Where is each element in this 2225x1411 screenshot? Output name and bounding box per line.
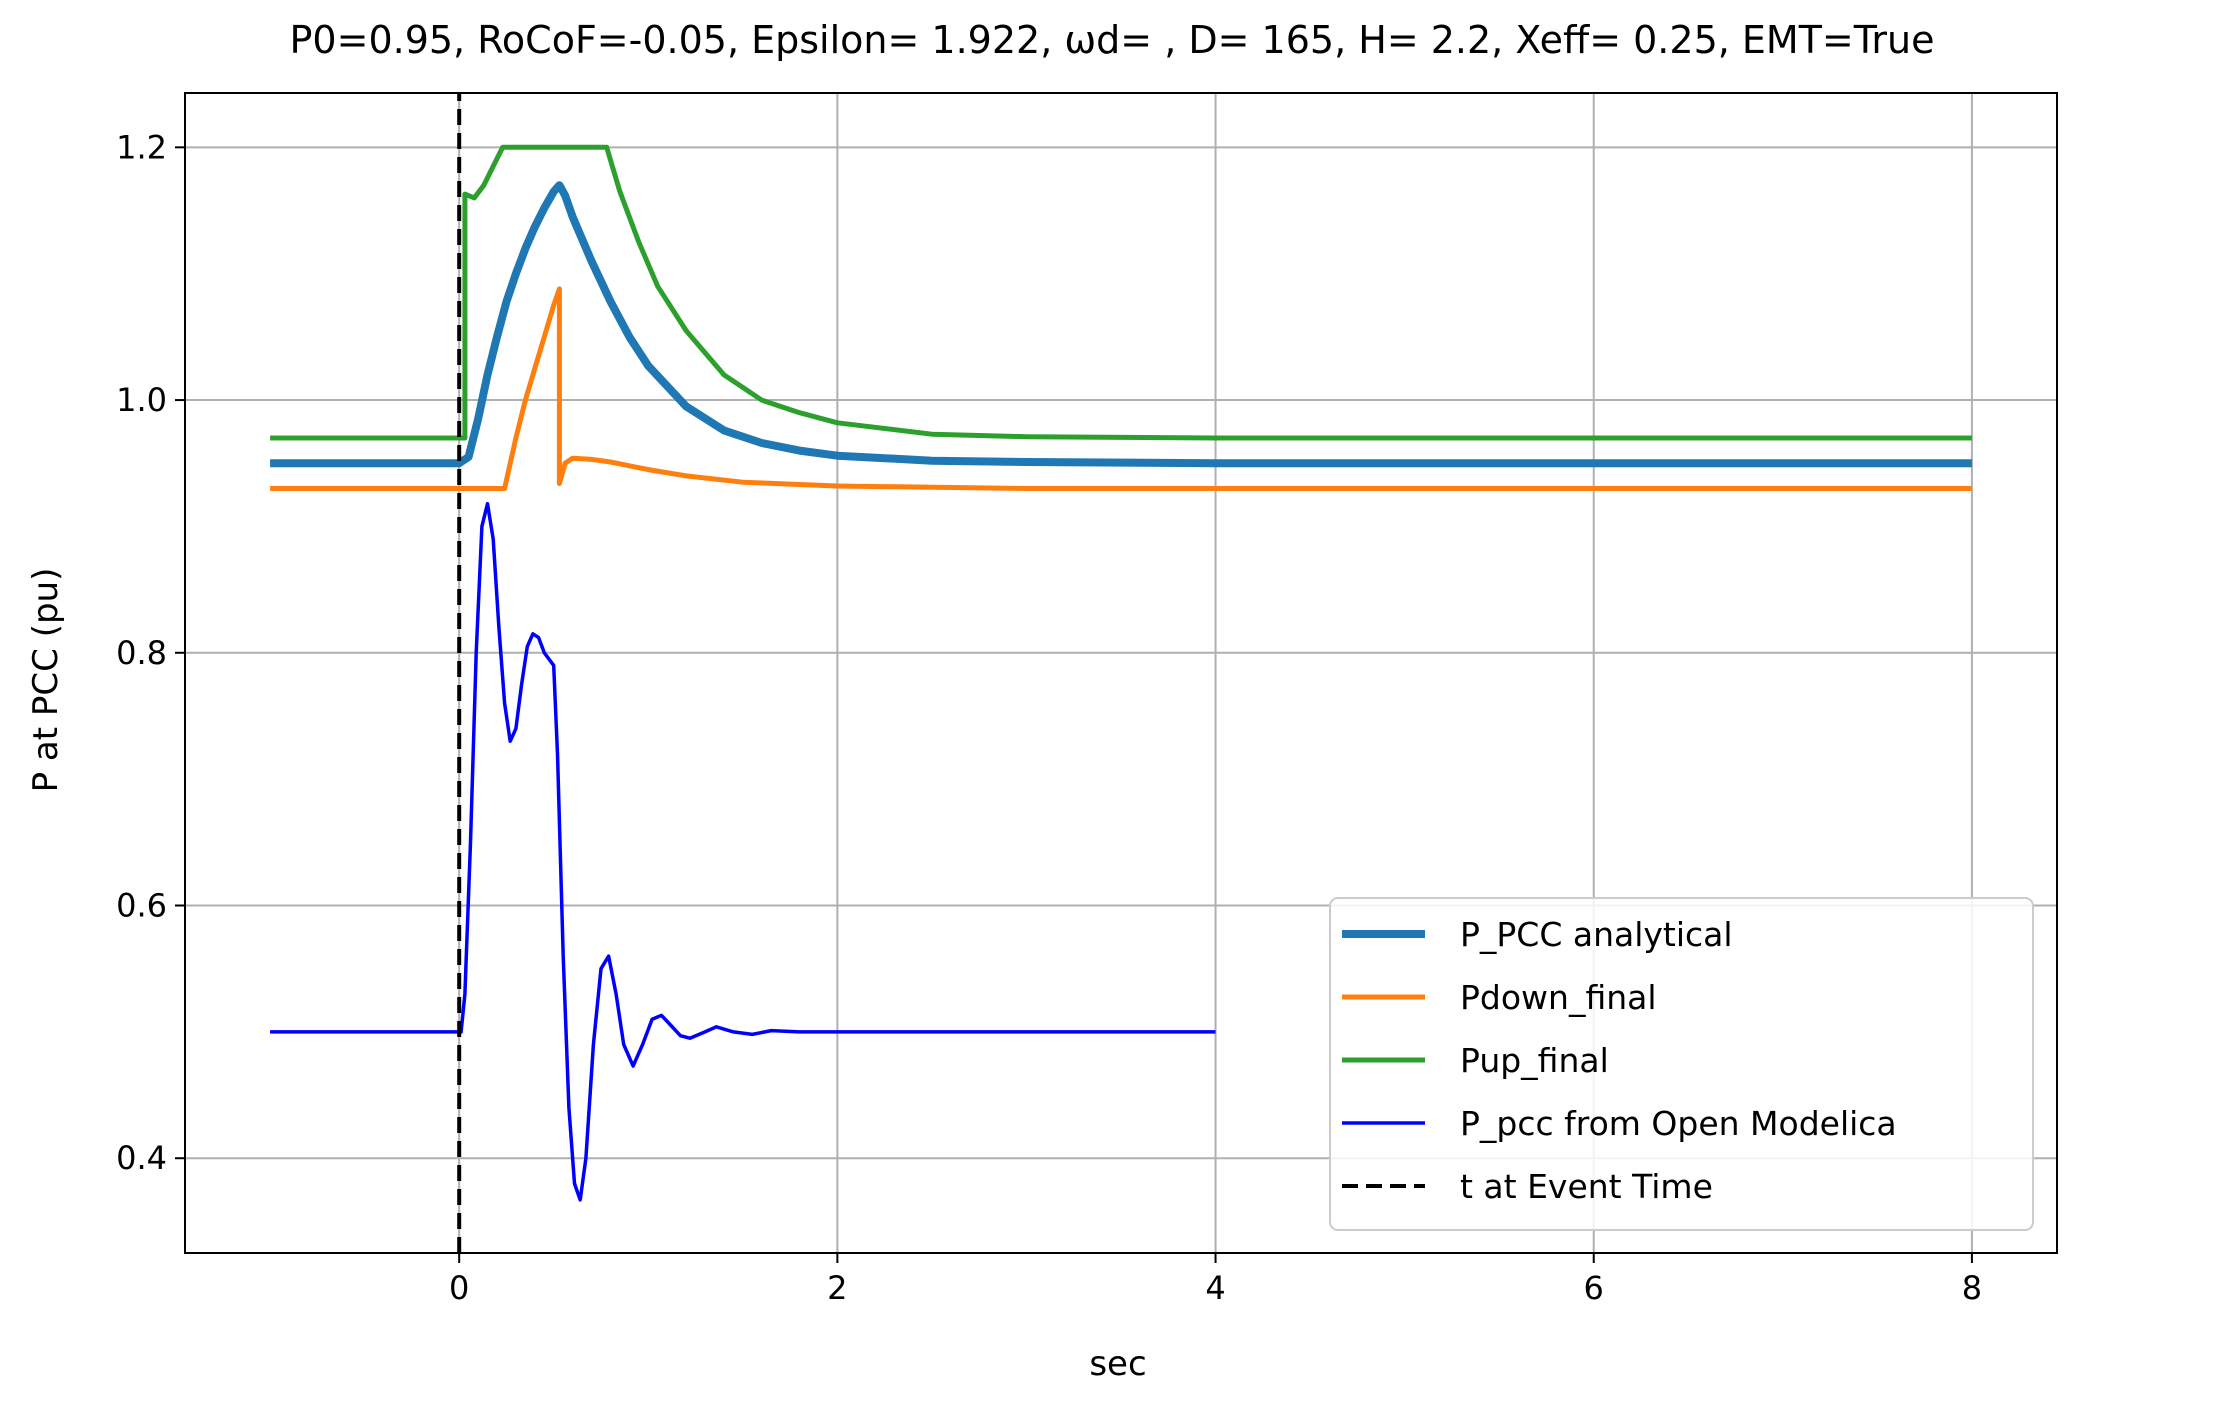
y-tick-label: 0.8: [116, 634, 167, 672]
x-axis-label: sec: [1089, 1344, 1146, 1384]
x-tick-label: 0: [449, 1269, 469, 1307]
y-axis: 0.4 0.6 0.8 1.0 1.2: [116, 128, 185, 1177]
y-tick-label: 0.6: [116, 887, 167, 925]
axes-frame: [184, 92, 2058, 1254]
x-tick-label: 4: [1205, 1269, 1225, 1307]
x-tick-label: 6: [1584, 1269, 1604, 1307]
y-tick-label: 1.2: [116, 128, 167, 166]
y-tick-label: 1.0: [116, 381, 167, 419]
legend: P_PCC analytical Pdown_final Pup_final P_pc…: [1329, 897, 2034, 1231]
chart-title: P0=0.95, RoCoF=-0.05, Epsilon= 1.922, ωd…: [290, 18, 1935, 62]
legend-label: P_pcc from Open Modelica: [1460, 1104, 1897, 1143]
series-line: [270, 144, 1972, 441]
series-line: [270, 181, 1972, 468]
series-line: [270, 501, 1216, 1202]
legend-label: t at Event Time: [1460, 1167, 1713, 1206]
legend-box: [1329, 897, 2034, 1231]
y-tick-label: 0.4: [116, 1139, 167, 1177]
grid-lines: [185, 93, 2057, 1253]
x-tick-label: 2: [827, 1269, 847, 1307]
series-line: [270, 286, 1972, 491]
y-axis-label: P at PCC (pu): [26, 568, 66, 793]
x-tick-label: 8: [1962, 1269, 1982, 1307]
plot-area: [270, 93, 1972, 1253]
x-axis: 0 2 4 6 8: [449, 1253, 1982, 1307]
legend-label: P_PCC analytical: [1460, 915, 1733, 954]
legend-label: Pup_final: [1460, 1041, 1609, 1080]
legend-label: Pdown_final: [1460, 978, 1657, 1017]
